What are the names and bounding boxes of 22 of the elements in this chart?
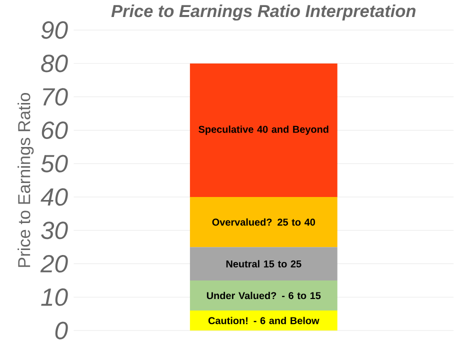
series-label: Caution! - 6 and Below <box>208 316 320 324</box>
y-tick-label: 70 <box>43 88 68 106</box>
y-tick-label: 30 <box>41 222 68 240</box>
bar <box>190 310 338 331</box>
series-label: Under Valued? - 6 to 15 <box>206 292 321 300</box>
y-axis-title: Price to Earnings Ratio <box>18 92 34 267</box>
y-tick-label: 50 <box>41 154 68 172</box>
y-tick-label: 40 <box>40 188 68 206</box>
chart-title: Price to Earnings Ratio Interpretation <box>111 4 416 21</box>
y-tick-label: 60 <box>42 121 68 139</box>
y-tick-label: 20 <box>40 254 68 273</box>
bar <box>190 247 338 280</box>
bar <box>190 280 338 310</box>
series-label: Overvalued? 25 to 40 <box>212 218 316 226</box>
y-tick-label: 90 <box>41 21 68 39</box>
y-tick-label: 10 <box>41 288 68 306</box>
series-label: Neutral 15 to 25 <box>226 260 302 268</box>
bar <box>190 63 338 197</box>
bar <box>190 196 338 248</box>
series-label: Speculative 40 and Beyond <box>198 126 328 135</box>
y-tick-label: 0 <box>55 322 68 340</box>
y-tick-label: 80 <box>41 54 68 72</box>
